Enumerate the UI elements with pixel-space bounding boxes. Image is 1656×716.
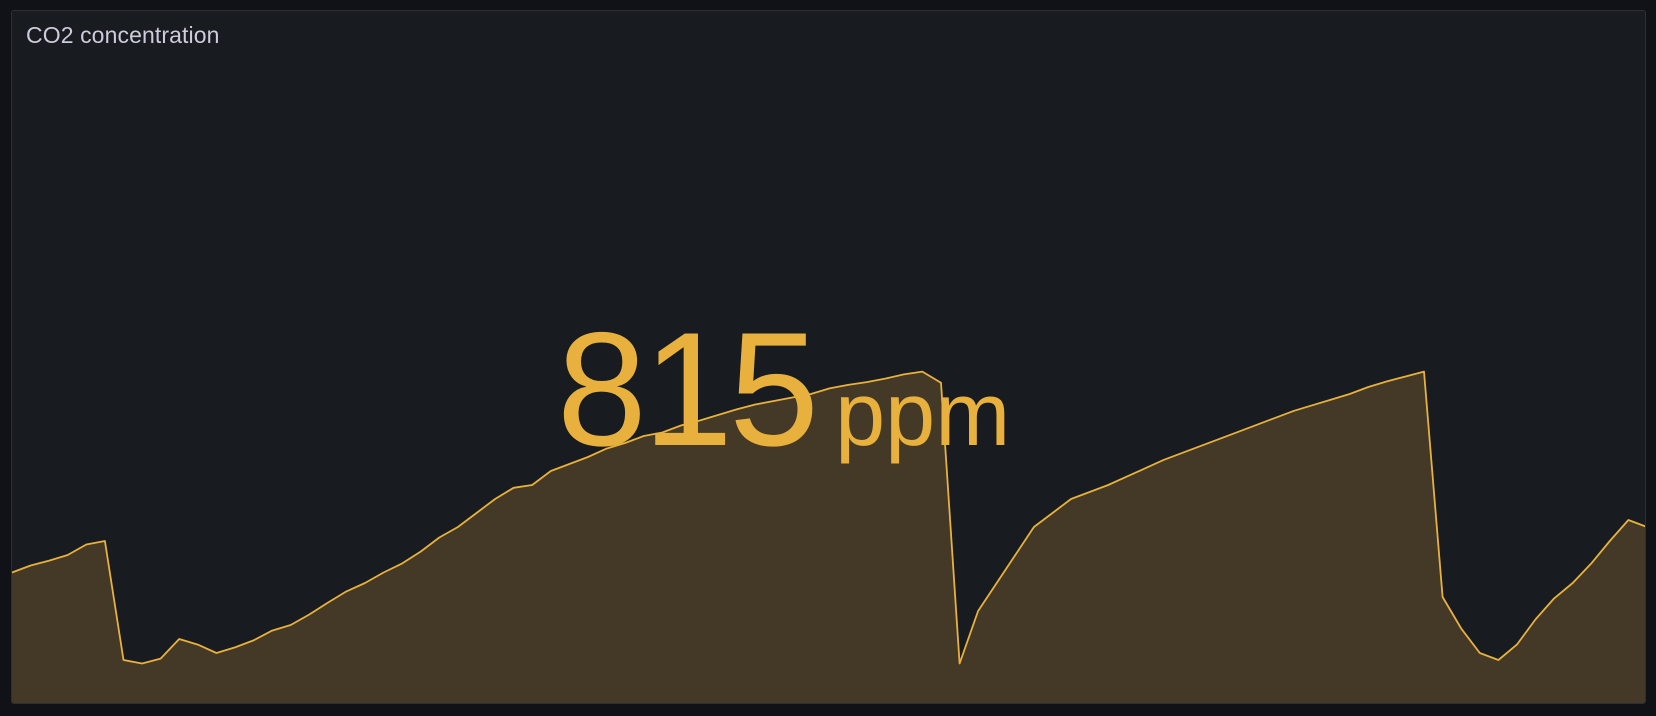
panel-title[interactable]: CO2 concentration <box>26 22 220 48</box>
sparkline-line <box>12 370 1645 665</box>
stat-value: 815 <box>556 299 819 480</box>
stat-display: 815 ppm <box>12 309 1600 471</box>
stat-panel[interactable]: CO2 concentration 815 ppm <box>11 10 1646 704</box>
stat-unit: ppm <box>835 365 1011 465</box>
sparkline-chart <box>12 370 1645 703</box>
sparkline-area <box>12 371 1645 703</box>
